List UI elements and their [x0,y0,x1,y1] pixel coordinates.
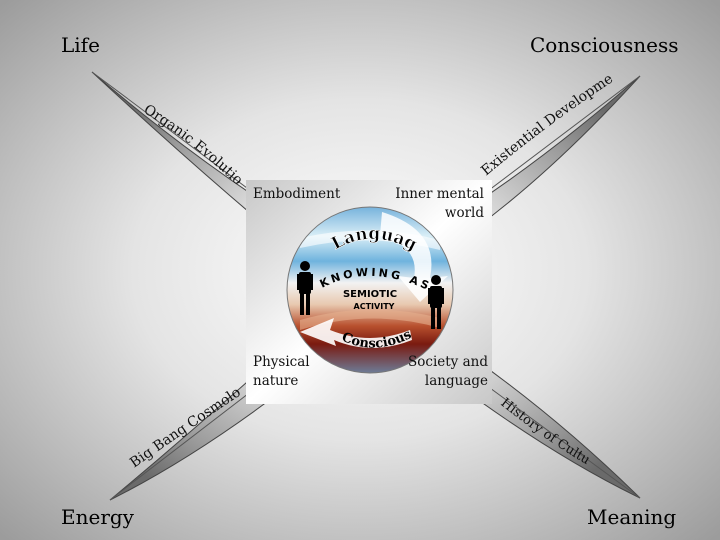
quadrant-society-language: Society and language [398,353,488,391]
circle-label-activity: ACTIVITY [354,302,395,311]
quadrant-society-line2: language [424,373,488,389]
quadrant-embodiment: Embodiment [253,185,340,204]
corner-label-meaning: Meaning [587,505,677,529]
quadrant-physical-line2: nature [253,373,299,389]
corner-label-energy: Energy [61,505,134,529]
quadrant-inner-mental-line1: Inner mental [395,186,484,202]
quadrant-physical-line1: Physical [253,354,310,370]
circle-label-semiotic: SEMIOTIC [343,289,397,300]
cycle-arrow-bottom [300,318,412,348]
person-left-icon [297,261,313,315]
corner-label-consciousness: Consciousness [530,33,679,57]
quadrant-embodiment-text: Embodiment [253,186,341,202]
quadrant-inner-mental-world: Inner mental world [392,185,484,223]
quadrant-inner-mental-line2: world [444,205,484,221]
corner-label-life: Life [61,33,100,57]
quadrant-physical-nature: Physical nature [253,353,310,391]
cycle-arrow-top [380,212,448,302]
person-right-icon [428,275,444,329]
quadrant-society-line1: Society and [408,354,488,370]
